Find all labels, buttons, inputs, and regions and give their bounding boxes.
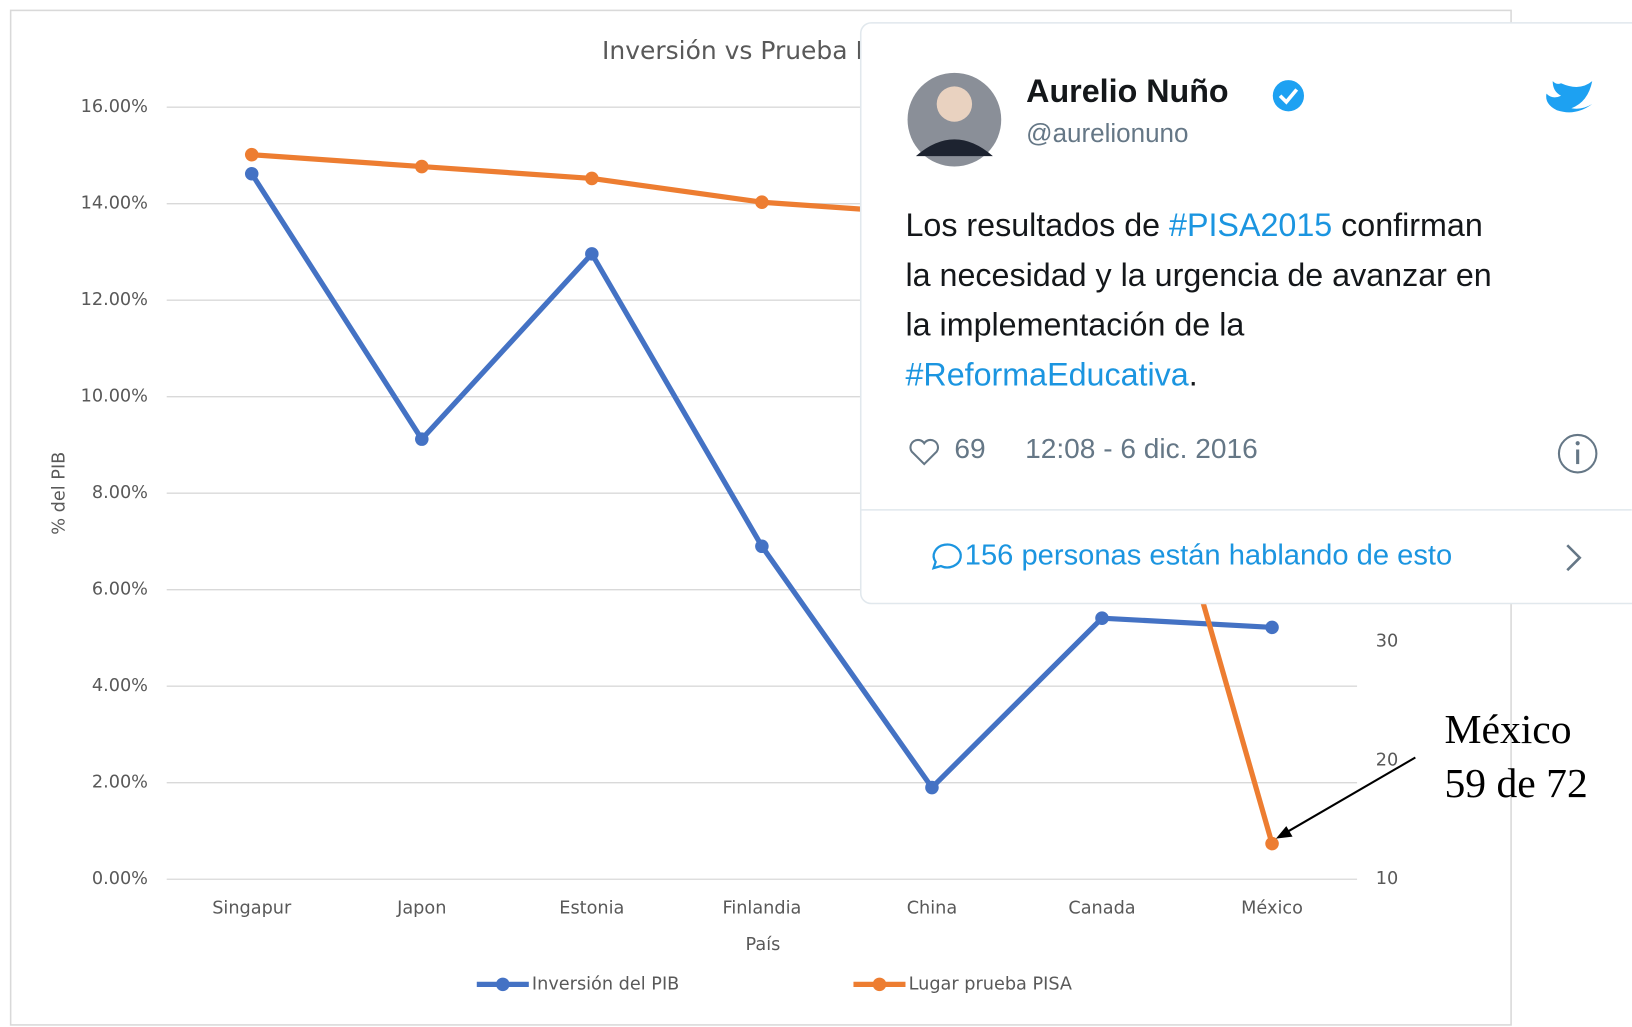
- y-tick-label: 2.00%: [92, 773, 148, 793]
- data-point: [1265, 837, 1279, 851]
- tweet-text: la necesidad y la urgencia de avanzar en: [905, 256, 1491, 292]
- data-point: [245, 148, 259, 162]
- legend-label: Lugar prueba PISA: [909, 974, 1072, 994]
- x-axis-label: País: [746, 935, 781, 955]
- x-tick-label: Singapur: [212, 898, 292, 918]
- like-count: 69: [954, 433, 985, 464]
- data-point: [1265, 621, 1279, 635]
- data-point: [245, 167, 259, 181]
- y2-tick-label: 30: [1376, 632, 1399, 652]
- annotation-line: 59 de 72: [1444, 761, 1587, 807]
- tweet-card[interactable]: Aurelio Nuño @aurelionuno Los resultados…: [861, 23, 1632, 604]
- y-tick-label: 10.00%: [81, 387, 148, 407]
- replies-link[interactable]: 156 personas están hablando de esto: [965, 539, 1452, 571]
- tweet-text: .: [1189, 356, 1198, 392]
- tweet-text: Los resultados de: [905, 206, 1169, 242]
- tweet-handle[interactable]: @aurelionuno: [1026, 118, 1188, 148]
- tweet-line: la necesidad y la urgencia de avanzar en: [905, 256, 1491, 292]
- tweet-line: #ReformaEducativa.: [905, 356, 1197, 392]
- page: {"chart_data": {"type": "line", "title":…: [0, 0, 1632, 1027]
- y-tick-label: 8.00%: [92, 483, 148, 503]
- data-point: [925, 781, 939, 795]
- hashtag[interactable]: #PISA2015: [1169, 206, 1332, 242]
- data-point: [415, 432, 429, 446]
- verified-badge: [1273, 80, 1304, 111]
- x-tick-label: Canada: [1068, 898, 1135, 918]
- y-tick-label: 14.00%: [81, 194, 148, 214]
- legend-marker: [873, 978, 887, 992]
- tweet-author[interactable]: Aurelio Nuño: [1026, 73, 1228, 109]
- legend-label: Inversión del PIB: [532, 974, 679, 994]
- annotation-line: México: [1444, 707, 1571, 753]
- data-point: [755, 195, 769, 209]
- x-tick-label: Finlandia: [722, 898, 801, 918]
- data-point: [585, 172, 599, 186]
- x-tick-label: México: [1241, 898, 1303, 918]
- y-tick-label: 4.00%: [92, 676, 148, 696]
- tweet-text: la implementación de la: [905, 306, 1244, 342]
- y2-tick-label: 10: [1376, 869, 1399, 889]
- tweet-text: confirman: [1332, 206, 1483, 242]
- y-tick-label: 6.00%: [92, 580, 148, 600]
- data-point: [755, 540, 769, 554]
- y-tick-label: 16.00%: [81, 97, 148, 117]
- legend-marker: [496, 978, 510, 992]
- y2-tick-label: 20: [1376, 750, 1399, 770]
- y-axis-label: % del PIB: [50, 452, 70, 535]
- screenshot: Inversión vs Prueba PISA % del PIB País …: [0, 0, 1632, 1027]
- y-tick-label: 12.00%: [81, 290, 148, 310]
- data-point: [415, 160, 429, 174]
- info-icon-dot: [1576, 441, 1580, 445]
- y-tick-label: 0.00%: [92, 869, 148, 889]
- avatar-face: [937, 86, 972, 121]
- tweet-timestamp[interactable]: 12:08 - 6 dic. 2016: [1025, 433, 1258, 464]
- data-point: [1095, 611, 1109, 625]
- x-tick-label: Japon: [396, 898, 446, 918]
- tweet-line: la implementación de la: [905, 306, 1244, 342]
- x-tick-label: Estonia: [559, 898, 624, 918]
- hashtag[interactable]: #ReformaEducativa: [905, 356, 1188, 392]
- data-point: [585, 247, 599, 261]
- tweet-line: Los resultados de #PISA2015 confirman: [905, 206, 1482, 242]
- x-tick-label: China: [907, 898, 957, 918]
